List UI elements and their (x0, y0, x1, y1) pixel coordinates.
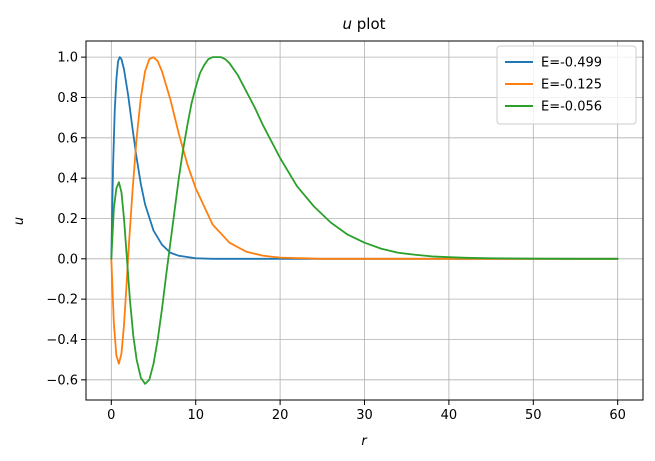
y-tick-label: 0.8 (57, 91, 78, 106)
series-line (110, 56, 619, 365)
series-line (110, 56, 619, 385)
y-axis-label: u (12, 217, 27, 225)
x-tick-label: 40 (441, 408, 458, 423)
y-tick-label: 0.4 (57, 172, 78, 187)
x-tick-label: 50 (525, 408, 542, 423)
legend-label: E=-0.499 (541, 56, 602, 71)
chart-title: u plot (342, 15, 385, 33)
chart-title-variable: u (342, 15, 352, 33)
y-tick-label: −0.2 (46, 293, 78, 308)
chart-title-rest: plot (352, 15, 386, 33)
y-tick-label: −0.6 (46, 373, 78, 388)
legend: E=-0.499 E=-0.125 E=-0.056 (496, 45, 637, 125)
legend-label: E=-0.125 (541, 78, 602, 93)
x-tick-label: 10 (187, 408, 204, 423)
y-tick-label: 0.6 (57, 131, 78, 146)
series-line (110, 56, 619, 260)
legend-box (496, 45, 637, 125)
y-tick-label: 0.0 (57, 252, 78, 267)
x-tick-label: 20 (272, 408, 289, 423)
axis-ticks: 0 10 20 30 40 50 60 −0.6 −0.4 −0.2 0.0 0.2 0.4 0.6 0.8… (46, 51, 626, 423)
x-tick-label: 0 (107, 408, 115, 423)
x-tick-label: 60 (609, 408, 626, 423)
y-tick-label: −0.4 (46, 333, 78, 348)
x-tick-label: 30 (356, 408, 373, 423)
series-lines (110, 56, 619, 385)
legend-label: E=-0.056 (541, 100, 602, 115)
y-tick-label: 0.2 (57, 212, 78, 227)
y-tick-label: 1.0 (57, 51, 78, 66)
x-axis-label: r (361, 434, 368, 449)
